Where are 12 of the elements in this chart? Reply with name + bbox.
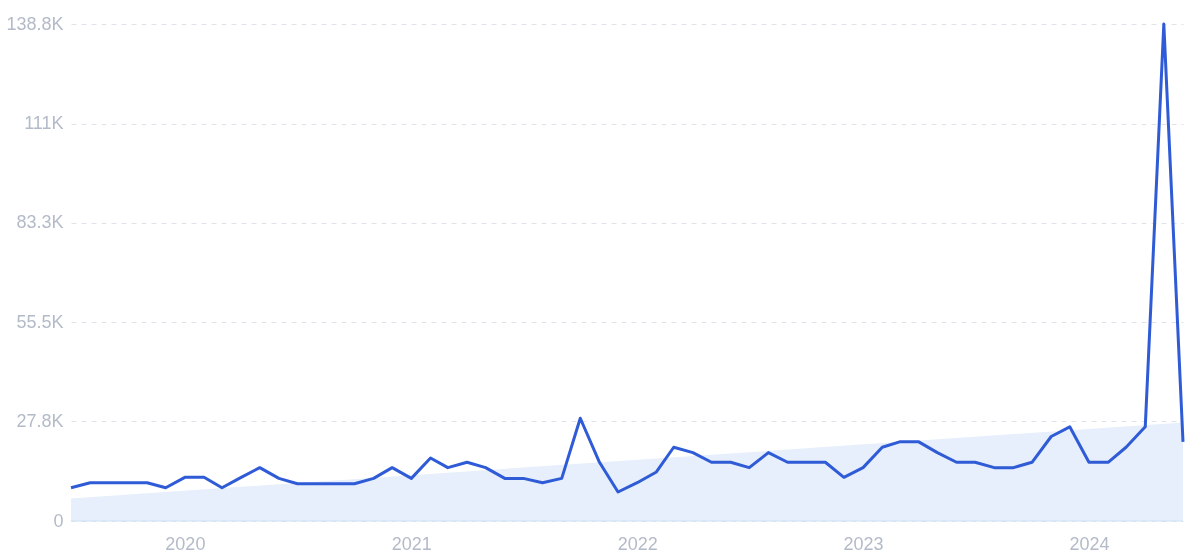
x-tick-label: 2020	[165, 533, 206, 554]
y-tick-label: 0	[53, 510, 64, 531]
y-tick-label: 55.5K	[16, 311, 64, 332]
x-tick-label: 2024	[1069, 533, 1110, 554]
x-tick-label: 2022	[617, 533, 658, 554]
y-tick-label: 111K	[24, 113, 64, 134]
x-tick-label: 2021	[391, 533, 432, 554]
y-tick-label: 27.8K	[16, 410, 64, 431]
line-series	[69, 22, 1185, 494]
y-tick-label: 138.8K	[6, 13, 64, 34]
x-tick-label: 2023	[843, 533, 884, 554]
y-tick-label: 83.3K	[16, 212, 64, 233]
